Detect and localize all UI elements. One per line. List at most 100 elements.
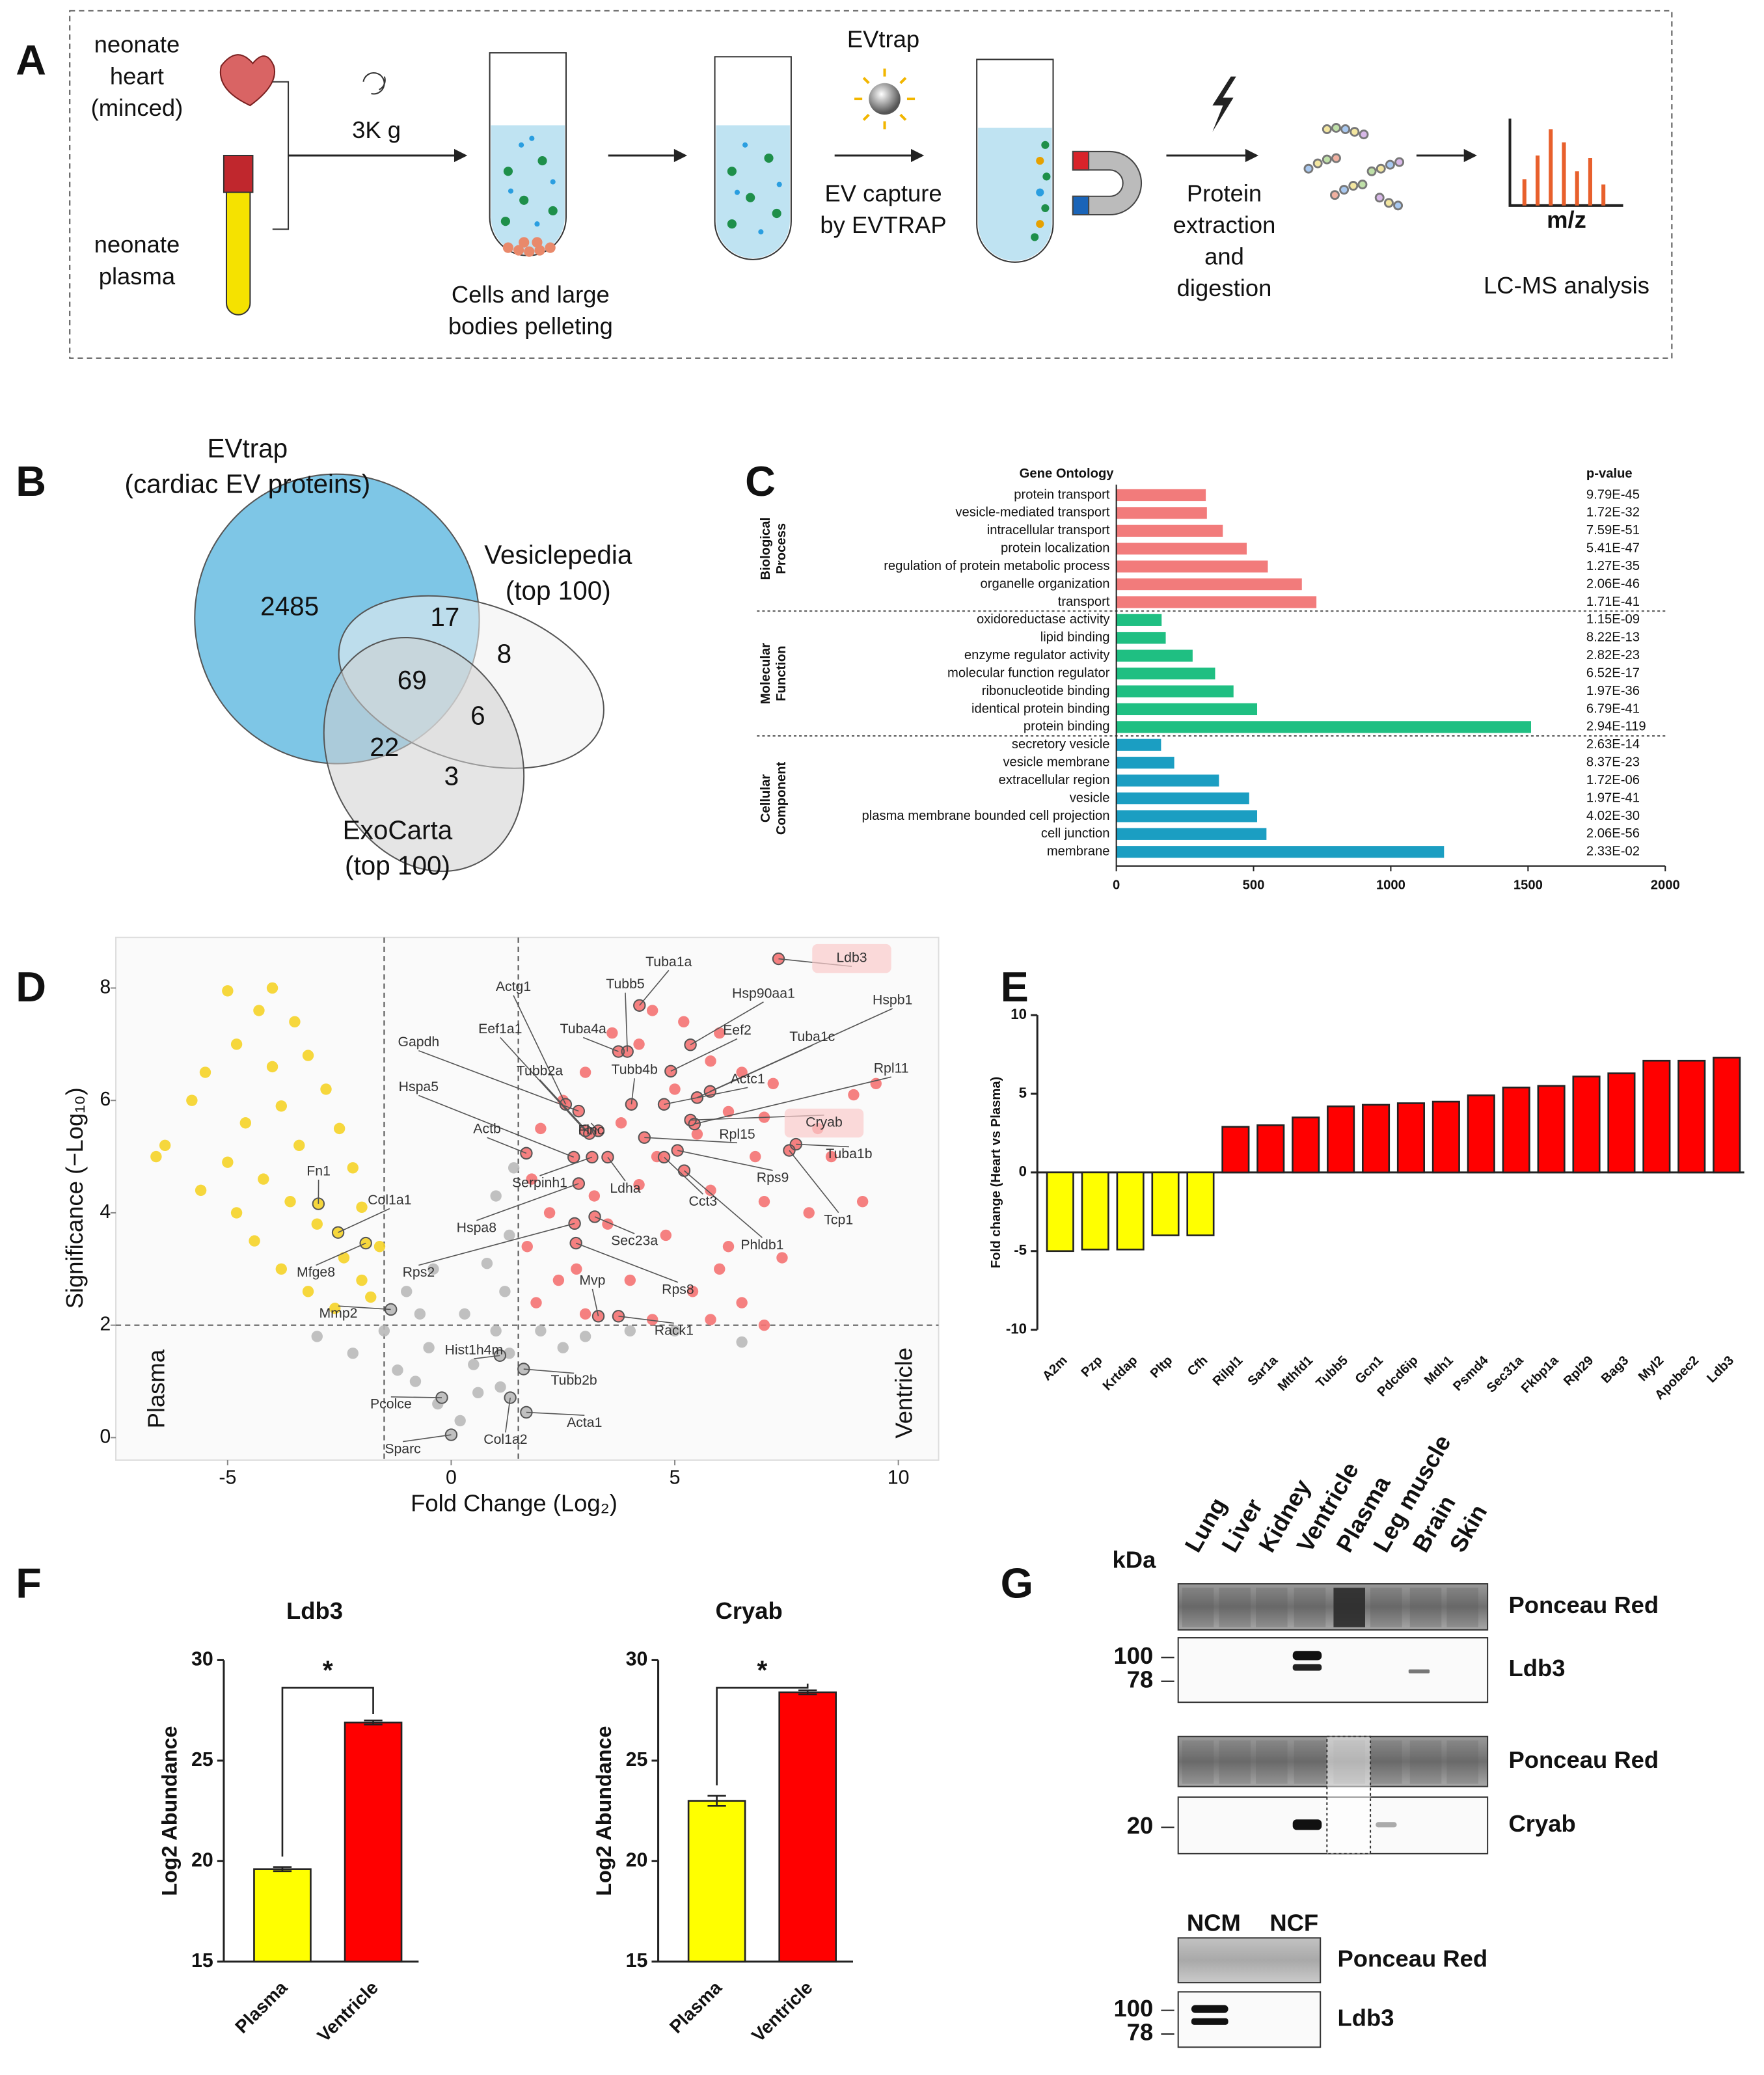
y-tick-label: 10 bbox=[1011, 1006, 1027, 1022]
blots bbox=[1177, 1583, 1489, 2048]
side-label: Plasma bbox=[142, 1349, 169, 1428]
y-tick-label: -10 bbox=[1006, 1321, 1027, 1337]
panel-label: C bbox=[745, 457, 776, 505]
side-label: Ventricle bbox=[891, 1348, 917, 1439]
venn-count: 17 bbox=[430, 602, 459, 632]
leader-line bbox=[418, 1050, 579, 1112]
point bbox=[329, 1303, 341, 1314]
spectrum-peaks bbox=[1522, 129, 1606, 206]
point-label: Col1a1 bbox=[368, 1192, 411, 1208]
point bbox=[365, 1291, 377, 1303]
panel-label: A bbox=[16, 36, 46, 83]
leader-line bbox=[526, 1411, 585, 1416]
point bbox=[870, 1078, 882, 1089]
workflow-text: digestion bbox=[1177, 275, 1272, 301]
venn-count: 22 bbox=[370, 732, 399, 762]
p-value: 1.72E-06 bbox=[1586, 773, 1640, 787]
bar bbox=[1116, 667, 1215, 680]
leader-line bbox=[618, 1316, 674, 1324]
point-label: Eef2 bbox=[723, 1022, 752, 1038]
point bbox=[705, 1184, 716, 1197]
lane bbox=[1294, 1740, 1326, 1784]
point bbox=[705, 1314, 716, 1325]
bar bbox=[1116, 721, 1531, 733]
point bbox=[633, 1179, 645, 1191]
lane bbox=[1219, 1588, 1251, 1627]
point bbox=[150, 1150, 162, 1163]
bar bbox=[1467, 1094, 1495, 1174]
category-label: vesicle membrane bbox=[1003, 755, 1109, 770]
leader-line bbox=[316, 1242, 366, 1266]
label-marker bbox=[657, 1098, 671, 1111]
point-label: Tuba1b bbox=[826, 1146, 872, 1161]
label-marker bbox=[633, 999, 646, 1012]
point-label: Flnc bbox=[578, 1122, 604, 1138]
arrowhead bbox=[911, 148, 925, 163]
magnet-pole bbox=[1072, 195, 1090, 216]
point bbox=[606, 1027, 618, 1039]
bar bbox=[1116, 632, 1166, 644]
blot-label: Cryab bbox=[1509, 1810, 1576, 1837]
point-label: Actg1 bbox=[496, 979, 531, 994]
point bbox=[490, 1325, 502, 1336]
p-value: 1.15E-09 bbox=[1586, 612, 1640, 627]
label-marker bbox=[384, 1303, 398, 1316]
point bbox=[302, 1286, 314, 1297]
protein-dots bbox=[508, 135, 556, 227]
leader-line bbox=[582, 1037, 619, 1052]
category-label: oxidoreductase activity bbox=[977, 612, 1110, 627]
point bbox=[526, 1173, 537, 1185]
point bbox=[624, 1274, 636, 1286]
point bbox=[678, 1016, 690, 1027]
point-label: Tubb2a bbox=[517, 1063, 563, 1079]
category-label: secretory vesicle bbox=[1012, 737, 1110, 752]
point bbox=[289, 1016, 301, 1027]
points bbox=[150, 953, 882, 1441]
bar bbox=[1221, 1126, 1250, 1174]
point bbox=[569, 1217, 580, 1230]
point-label: Hspb1 bbox=[873, 992, 912, 1007]
group-label: Process bbox=[774, 523, 789, 575]
label-marker bbox=[504, 1391, 517, 1404]
bar bbox=[778, 1691, 837, 1963]
category-label: extracellular region bbox=[999, 773, 1110, 787]
category-label: regulation of protein metabolic process bbox=[884, 559, 1109, 573]
point-label: Rps9 bbox=[757, 1170, 789, 1186]
leader-line bbox=[644, 1137, 738, 1144]
y-tick-label: 0 bbox=[1019, 1163, 1027, 1180]
point bbox=[803, 1207, 815, 1219]
x-tick-label: 10 bbox=[888, 1467, 910, 1488]
point-label: Mvp bbox=[579, 1272, 605, 1288]
point-label: Tubb5 bbox=[606, 976, 644, 992]
significance-bracket bbox=[281, 1687, 374, 1857]
bar bbox=[1116, 739, 1161, 751]
group-label: Biological bbox=[759, 517, 773, 580]
point bbox=[333, 1122, 346, 1135]
point bbox=[338, 1252, 350, 1264]
label-marker bbox=[435, 1391, 448, 1404]
y-axis-label: Fold change (Heart vs Plasma) bbox=[989, 1077, 1003, 1268]
arrowhead bbox=[1463, 148, 1477, 163]
leader-line bbox=[418, 1223, 575, 1266]
point-label: Tuba1a bbox=[645, 954, 692, 970]
leader-line bbox=[677, 1150, 773, 1171]
point bbox=[266, 982, 278, 994]
point bbox=[320, 1083, 332, 1095]
point bbox=[427, 1263, 439, 1275]
tube-cap bbox=[223, 154, 254, 193]
p-value: 2.63E-14 bbox=[1586, 737, 1640, 752]
y-tick-label: 20 bbox=[191, 1849, 213, 1871]
y-axis-label: Log2 Abundance bbox=[592, 1726, 616, 1895]
bar bbox=[1116, 774, 1219, 787]
bar bbox=[1677, 1059, 1706, 1174]
point bbox=[373, 1241, 386, 1253]
band bbox=[1376, 1822, 1397, 1828]
y-tick-label: 30 bbox=[191, 1648, 213, 1670]
label-marker bbox=[520, 1146, 533, 1160]
y-tick-label: 15 bbox=[626, 1950, 648, 1972]
point bbox=[311, 1218, 323, 1230]
y-tick-label: 2 bbox=[100, 1314, 111, 1335]
point bbox=[660, 1229, 672, 1241]
column-header: Gene Ontology bbox=[1020, 467, 1115, 481]
category-label: ribonucleotide binding bbox=[982, 684, 1110, 698]
